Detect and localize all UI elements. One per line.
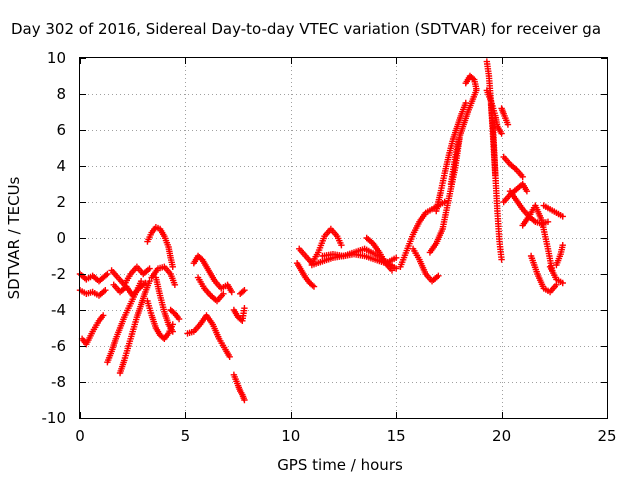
data-point — [169, 328, 176, 335]
series-arc-33 — [498, 105, 512, 128]
series-arc-7 — [110, 279, 149, 299]
series-arc-28 — [447, 87, 480, 188]
chart-title: Day 302 of 2016, Sidereal Day-to-day VTE… — [11, 20, 601, 38]
data-point — [393, 265, 400, 272]
y-tick-label: -6 — [51, 337, 66, 355]
series-arc-12 — [167, 306, 183, 323]
series-arc-40 — [546, 263, 566, 287]
data-point — [102, 287, 109, 294]
series-arc-29 — [462, 72, 480, 92]
series-arc-8 — [144, 224, 176, 270]
series-arc-13 — [184, 312, 233, 360]
data-point — [241, 396, 248, 404]
series-arc-17 — [230, 371, 248, 404]
y-axis-label: SDTVAR / TECUs — [5, 176, 23, 299]
data-point — [553, 281, 560, 288]
data-point — [469, 75, 476, 82]
x-tick-label: 0 — [75, 427, 85, 445]
series-arc-34 — [500, 153, 526, 180]
data-point — [338, 242, 345, 249]
y-tick-label: -10 — [42, 409, 67, 427]
y-tick-label: 8 — [56, 85, 66, 103]
data-point — [175, 315, 183, 323]
data-point — [498, 256, 505, 263]
x-axis-label: GPS time / hours — [277, 456, 403, 474]
data-point — [388, 267, 396, 274]
data-point — [99, 312, 107, 319]
series-arc-18 — [237, 287, 248, 297]
data-point — [241, 287, 248, 294]
plot-frame — [79, 57, 608, 419]
x-tick-label: 25 — [597, 427, 616, 445]
data-point — [310, 283, 318, 290]
data-point — [435, 272, 442, 279]
data-point — [309, 282, 316, 289]
series-arc-2 — [76, 287, 109, 299]
series-arc-38 — [527, 252, 560, 296]
series-arc-27 — [433, 99, 469, 215]
y-tick-label: -4 — [51, 301, 66, 319]
data-point — [146, 278, 153, 285]
data-point — [220, 290, 227, 297]
data-point — [462, 99, 469, 107]
series-arc-32 — [487, 101, 505, 263]
series-arc-5 — [116, 278, 153, 377]
x-tick-label: 15 — [387, 427, 406, 445]
data-point — [146, 265, 153, 272]
series-arc-3 — [78, 312, 107, 348]
series-arc-23 — [363, 234, 396, 274]
data-point — [441, 198, 448, 206]
x-tick-label: 20 — [492, 427, 511, 445]
series-arc-10 — [152, 274, 176, 335]
data-point — [171, 281, 179, 288]
series-arc-14 — [190, 252, 235, 296]
data-point — [102, 272, 110, 279]
series-arc-20 — [296, 225, 345, 267]
data-point — [519, 173, 526, 180]
series-arc-11 — [148, 263, 179, 288]
series-arc-9 — [144, 297, 176, 342]
data-point — [226, 353, 233, 360]
data-point — [241, 305, 248, 312]
data-point — [544, 218, 552, 225]
axis-ticks: 0 5 10 15 20 25 -10 -8 -6 -4 -2 0 2 4 6 8 10 — [42, 49, 617, 445]
x-tick-label: 5 — [181, 427, 191, 445]
series-arc-1 — [76, 270, 111, 285]
data-point — [559, 279, 566, 287]
y-tick-label: 10 — [47, 49, 66, 67]
data-point — [169, 263, 176, 270]
series-arc-41 — [553, 242, 566, 269]
data-point — [504, 121, 512, 128]
data-point — [142, 279, 149, 287]
y-tick-label: 6 — [56, 121, 66, 139]
y-tick-label: 0 — [56, 229, 66, 247]
data-point — [523, 188, 531, 195]
x-tick-label: 10 — [281, 427, 300, 445]
y-tick-label: -2 — [51, 265, 66, 283]
data-points — [76, 58, 566, 404]
data-point — [228, 288, 235, 296]
series-arc-19 — [293, 260, 318, 290]
y-tick-label: -8 — [51, 373, 66, 391]
data-point — [559, 213, 566, 220]
data-point — [498, 130, 505, 137]
y-tick-label: 2 — [56, 193, 66, 211]
grid — [80, 58, 607, 418]
data-point — [104, 270, 111, 278]
data-point — [239, 288, 247, 295]
data-point — [393, 254, 400, 261]
series-arc-24 — [397, 198, 448, 270]
data-point — [473, 85, 480, 92]
series-arc-39 — [540, 202, 566, 220]
series-arc-35 — [500, 180, 531, 206]
series-arc-37 — [519, 202, 556, 274]
series-arc-26 — [426, 135, 463, 256]
series-arc-16 — [230, 305, 248, 324]
data-point — [559, 242, 566, 249]
series-arc-15 — [194, 274, 227, 305]
series-arc-25 — [409, 245, 442, 285]
y-tick-label: 4 — [56, 157, 66, 175]
